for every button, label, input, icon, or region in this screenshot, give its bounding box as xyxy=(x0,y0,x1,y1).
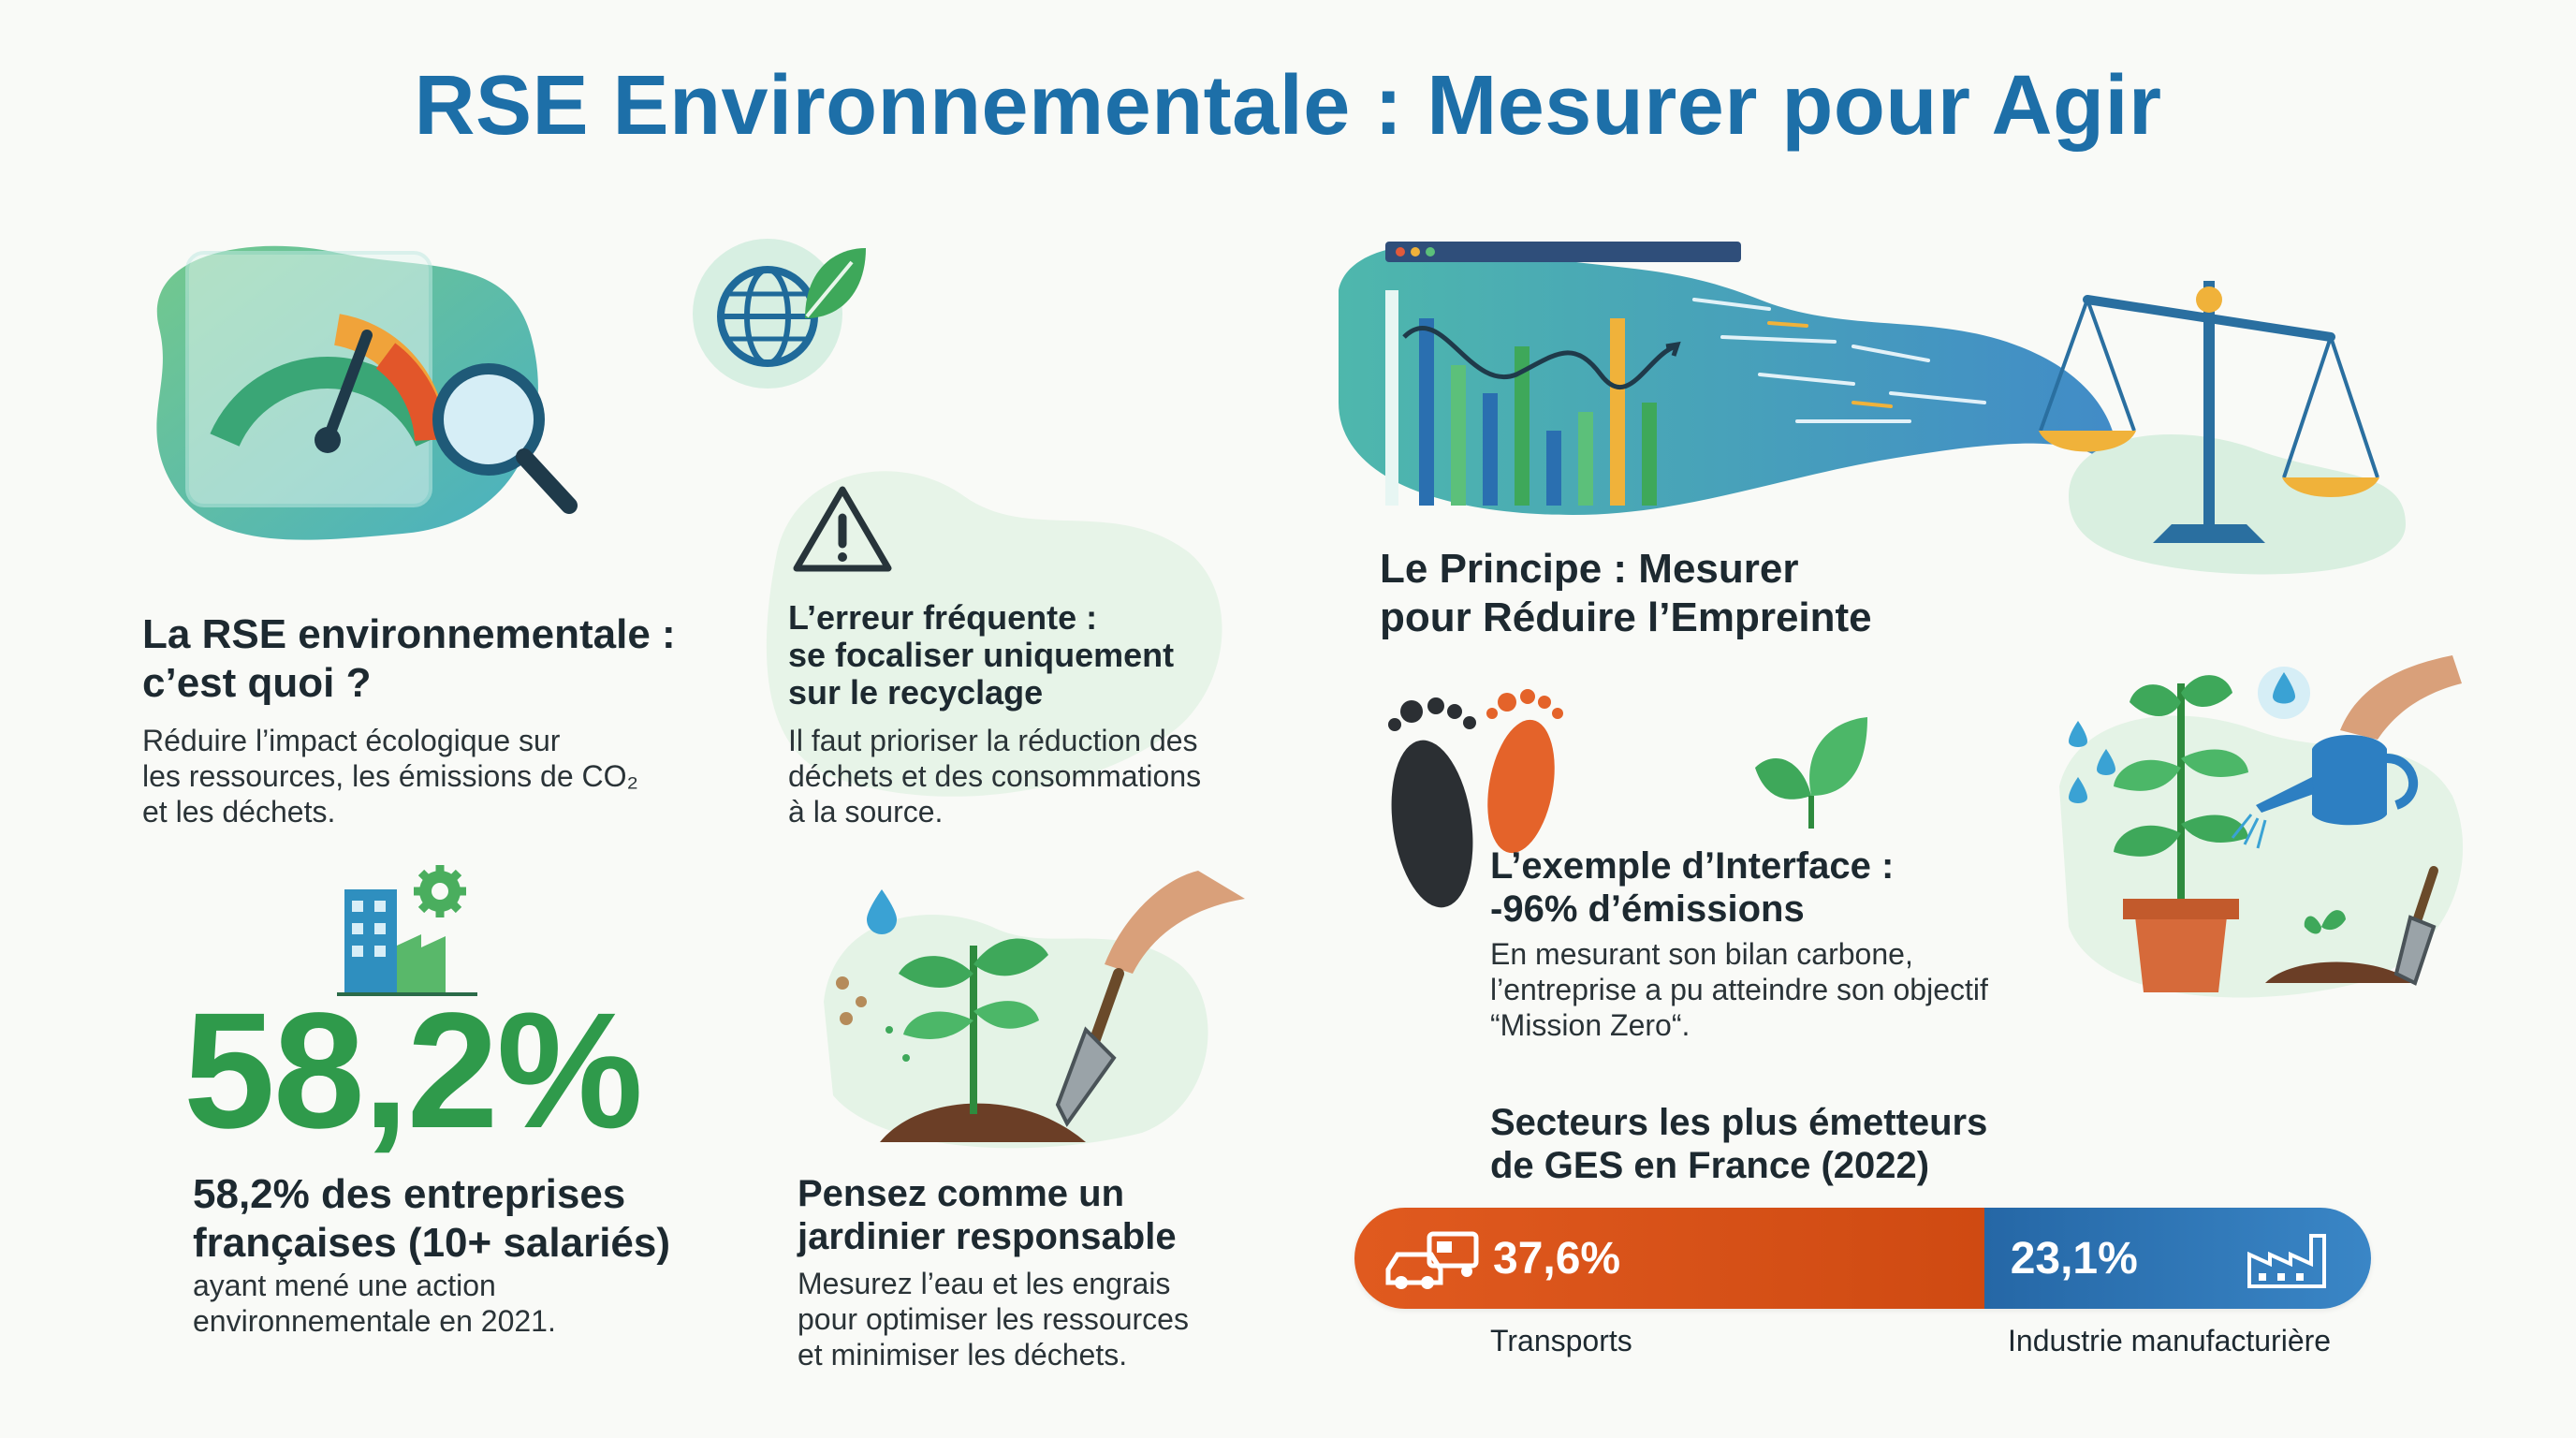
sectors-bar: 37,6% 23,1% xyxy=(1354,1208,2371,1309)
definition-heading-line: c’est quoi ? xyxy=(142,660,372,706)
sector-segment-industrie: 23,1% xyxy=(1983,1208,2371,1309)
car-truck-icon xyxy=(1383,1228,1486,1294)
gauge-magnifier-icon xyxy=(122,215,608,590)
gardener-body-line: Mesurez l’eau et les engrais xyxy=(798,1267,1171,1300)
definition-heading-line: La RSE environnementale : xyxy=(142,611,676,657)
interface-heading: L’exemple d’Interface : -96% d’émissions xyxy=(1490,844,1894,931)
interface-body-line: En mesurant son bilan carbone, xyxy=(1490,937,1913,971)
sector-label-transports: Transports xyxy=(1490,1324,1632,1357)
principle-heading-line: pour Réduire l’Empreinte xyxy=(1380,594,1872,640)
balance-scale-icon xyxy=(2012,262,2415,580)
definition-body-line: Réduire l’impact écologique sur xyxy=(142,724,561,757)
sector-percent-transports: 37,6% xyxy=(1493,1234,1621,1284)
stat-heading-line: françaises (10+ salariés) xyxy=(193,1220,671,1266)
interface-body-line: “Mission Zero“. xyxy=(1490,1008,1690,1042)
principle-heading-line: Le Principe : Mesurer xyxy=(1380,546,1799,592)
stat-heading: 58,2% des entreprises françaises (10+ sa… xyxy=(193,1170,670,1268)
globe-leaf-icon xyxy=(693,234,880,393)
interface-body: En mesurant son bilan carbone, l’entrepr… xyxy=(1490,936,1988,1043)
error-heading-line: sur le recyclage xyxy=(788,673,1044,712)
principle-heading: Le Principe : Mesurer pour Réduire l’Emp… xyxy=(1380,545,1872,642)
building-gear-icon xyxy=(337,861,477,1002)
sectors-heading-line: Secteurs les plus émetteurs xyxy=(1490,1102,1988,1143)
sectors-heading-line: de GES en France (2022) xyxy=(1490,1145,1930,1186)
sector-percent-industrie: 23,1% xyxy=(2010,1234,2138,1284)
sector-label-industrie: Industrie manufacturière xyxy=(2008,1324,2332,1357)
seedling-trowel-icon xyxy=(805,861,1254,1152)
gardener-body: Mesurez l’eau et les engrais pour optimi… xyxy=(798,1266,1189,1372)
stat-body-line: environnementale en 2021. xyxy=(193,1304,556,1338)
gardener-heading-line: jardinier responsable xyxy=(798,1216,1177,1257)
error-heading-line: se focaliser uniquement xyxy=(788,636,1175,674)
definition-body-line: les ressources, les émissions de CO₂ xyxy=(142,759,638,793)
plant-watering-icon xyxy=(2041,627,2481,1011)
stat-value: 58,2% xyxy=(183,979,643,1163)
error-heading-line: L’erreur fréquente : xyxy=(788,598,1098,637)
warning-icon xyxy=(791,482,894,576)
sector-segment-transports: 37,6% xyxy=(1354,1208,1984,1309)
error-body-line: à la source. xyxy=(788,795,944,829)
leaf-icon xyxy=(1736,712,1877,833)
error-body-line: déchets et des consommations xyxy=(788,759,1202,793)
stat-body: ayant mené une action environnementale e… xyxy=(193,1268,556,1339)
gardener-body-line: et minimiser les déchets. xyxy=(798,1338,1128,1372)
interface-heading-line: L’exemple d’Interface : xyxy=(1490,845,1895,887)
stat-heading-line: 58,2% des entreprises xyxy=(193,1171,626,1217)
definition-body-line: et les déchets. xyxy=(142,795,336,829)
error-body-line: Il faut prioriser la réduction des xyxy=(788,724,1198,757)
factory-icon xyxy=(2246,1226,2330,1292)
definition-heading: La RSE environnementale : c’est quoi ? xyxy=(142,610,676,708)
gardener-heading: Pensez comme un jardinier responsable xyxy=(798,1172,1177,1258)
error-heading: L’erreur fréquente : se focaliser unique… xyxy=(788,599,1174,712)
error-body: Il faut prioriser la réduction des déche… xyxy=(788,723,1201,829)
gardener-body-line: pour optimiser les ressources xyxy=(798,1302,1189,1336)
sectors-heading: Secteurs les plus émetteurs de GES en Fr… xyxy=(1490,1101,1987,1187)
footprints-icon xyxy=(1376,674,1582,917)
definition-body: Réduire l’impact écologique sur les ress… xyxy=(142,723,638,829)
page-title: RSE Environnementale : Mesurer pour Agir xyxy=(414,59,2162,153)
interface-heading-line: -96% d’émissions xyxy=(1490,888,1805,930)
gardener-heading-line: Pensez comme un xyxy=(798,1173,1125,1214)
stat-body-line: ayant mené une action xyxy=(193,1269,496,1302)
dashboard-chart-icon xyxy=(1329,234,2134,524)
interface-body-line: l’entreprise a pu atteindre son objectif xyxy=(1490,973,1988,1006)
